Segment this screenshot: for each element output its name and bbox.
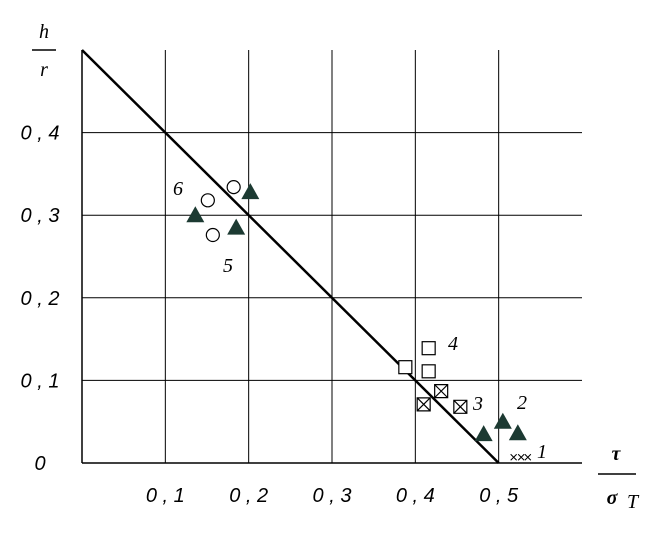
square-point — [421, 364, 436, 379]
square-point — [398, 360, 413, 375]
annotation: 6 — [173, 178, 183, 200]
triangle-point — [241, 183, 260, 200]
annotation: 3 — [472, 393, 483, 415]
y-tick-label: 0 , 1 — [21, 370, 60, 392]
triangle-point — [186, 206, 205, 223]
x-tick-label: 0 , 3 — [313, 485, 352, 507]
trend-line — [81, 49, 500, 464]
x-tick-label: 0 , 1 — [146, 485, 185, 507]
annotation: 2 — [517, 392, 527, 414]
y-tick-label: 0 — [34, 453, 45, 475]
x-tick-label: 0 , 5 — [479, 485, 519, 507]
x-point — [524, 453, 532, 461]
x-tick-label: 0 , 4 — [396, 485, 435, 507]
crossed-square-point — [434, 384, 449, 399]
annotation: 5 — [223, 255, 233, 277]
x-label-denominator: σ — [607, 487, 619, 509]
x-point — [517, 453, 525, 461]
triangle-point — [227, 218, 246, 235]
x-tick-label: 0 , 2 — [229, 485, 268, 507]
x-label-subscript: T — [627, 491, 640, 513]
circle-point — [226, 180, 241, 195]
crossed-square-point — [416, 397, 431, 412]
y-tick-label: 0 , 4 — [21, 123, 60, 145]
y-tick-label: 0 , 2 — [21, 288, 60, 310]
y-tick-label: 0 , 3 — [21, 205, 60, 227]
annotation: 1 — [537, 441, 547, 463]
circle-point — [200, 193, 215, 208]
triangle-point — [493, 412, 512, 429]
x-point — [510, 453, 518, 461]
square-point — [421, 341, 436, 356]
crossed-square-point — [453, 399, 468, 414]
circle-point — [205, 227, 220, 243]
x-label-numerator: τ — [612, 443, 622, 465]
triangle-point — [474, 425, 493, 442]
y-label-denominator: r — [40, 59, 48, 81]
y-label-numerator: h — [39, 21, 49, 43]
triangle-point — [508, 424, 527, 441]
annotation: 4 — [448, 333, 458, 355]
